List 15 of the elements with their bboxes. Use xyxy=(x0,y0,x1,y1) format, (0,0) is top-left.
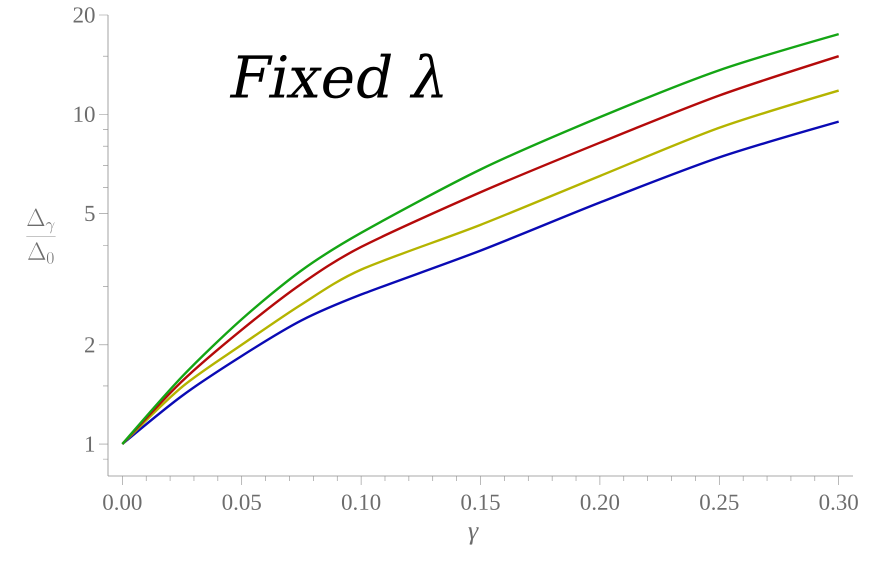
x-tick-label: 0.00 xyxy=(103,494,142,510)
y-tick-label: 2 xyxy=(85,337,94,352)
y-tick-label: 20 xyxy=(74,7,95,23)
y-tick-label: 1 xyxy=(86,436,94,452)
x-tick-label: 0.15 xyxy=(461,494,500,510)
x-tick-label: 0.05 xyxy=(222,494,261,510)
x-axis-title: γ xyxy=(468,527,479,545)
text: Fixed λ xyxy=(230,53,443,98)
y-axis-title: $\frac{\Delta_{\gamma}}{\Delta_{0}}$ xyxy=(26,208,56,264)
x-tick-label: 0.20 xyxy=(580,494,620,510)
x-tick-label: 0.30 xyxy=(820,494,858,510)
y-tick-label: 10 xyxy=(74,106,95,122)
x-tick-label: 0.25 xyxy=(700,494,738,510)
x-tick-label: 0.10 xyxy=(342,494,380,510)
y-tick-label: 5 xyxy=(85,206,95,222)
